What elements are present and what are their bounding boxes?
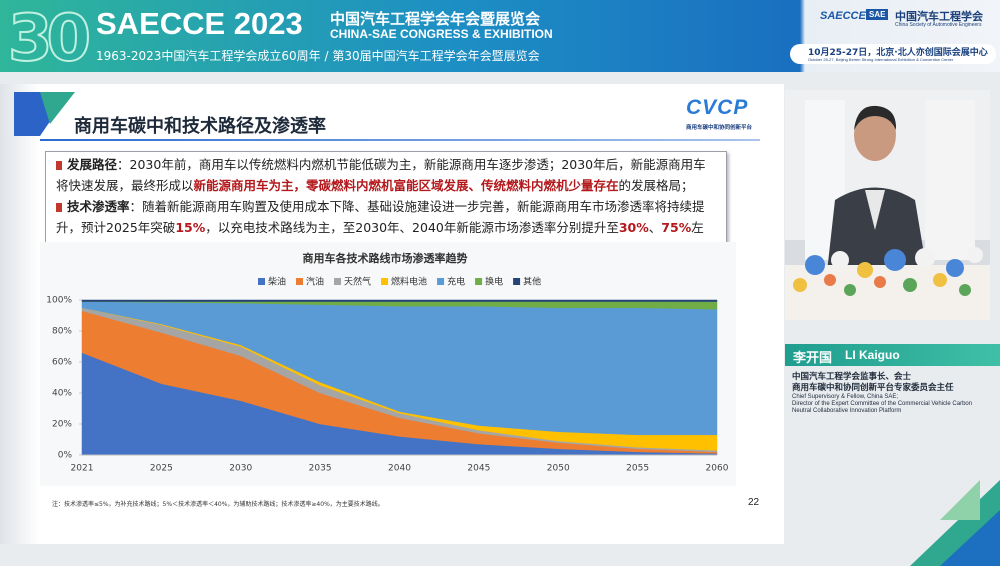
legend-swatch bbox=[513, 278, 521, 285]
bullet-label: 发展路径 bbox=[67, 157, 118, 172]
footnote: 注：技术渗透率≤5%，为补充技术路线；5%＜技术渗透率＜40%，为辅助技术路线；… bbox=[52, 501, 384, 508]
bullet-label: 技术渗透率 bbox=[67, 199, 130, 214]
y-tick-label: 60% bbox=[52, 358, 72, 368]
highlight-text: 75% bbox=[661, 220, 692, 235]
speaker-name-cn: 李开国 bbox=[793, 351, 833, 366]
event-subtitle: 1963-2023中国汽车工程学会成立60周年 / 第30届中国汽车工程学会年会… bbox=[96, 49, 540, 63]
y-tick-label: 80% bbox=[52, 327, 72, 337]
x-tick-label: 2045 bbox=[467, 464, 490, 474]
bullet-text: 、 bbox=[648, 220, 662, 235]
legend-label: 其他 bbox=[523, 276, 541, 288]
bullet-text: 的发展格局； bbox=[618, 178, 694, 193]
legend-label: 换电 bbox=[485, 276, 503, 288]
event-title-en: CHINA-SAE CONGRESS & EXHIBITION bbox=[330, 27, 553, 41]
title-rule bbox=[40, 139, 760, 141]
speaker-title-cn: 中国汽车工程学会监事长、会士 bbox=[792, 372, 912, 382]
bullet-text: ：2030年前，商用车以传统燃料内燃机节能低碳为主，新能源商用车逐步渗透；203… bbox=[56, 157, 706, 193]
x-tick-label: 2035 bbox=[309, 464, 332, 474]
org-name-cn: 中国汽车工程学会 bbox=[895, 10, 983, 23]
event-date-en: October 25-27, Beijing Beiren Strong Int… bbox=[808, 57, 954, 62]
x-tick-label: 2055 bbox=[626, 464, 649, 474]
chart-title: 商用车各技术路线市场渗透率趋势 bbox=[303, 251, 468, 265]
speaker-title-en: Director of the Expert Committee of the … bbox=[792, 401, 973, 407]
corner-decor bbox=[910, 480, 1000, 566]
speaker-title-cn: 商用车碳中和协同创新平台专家委员会主任 bbox=[792, 383, 954, 393]
x-tick-label: 2021 bbox=[71, 464, 94, 474]
org-badge: SAE bbox=[866, 9, 889, 20]
legend-label: 柴油 bbox=[268, 276, 286, 288]
highlight-text: 30% bbox=[618, 220, 649, 235]
bullet-text: ：随着新能源商用车购置及使用成本下降、基础设施建设进一步完善，新能源商用车市场渗… bbox=[56, 199, 705, 235]
event-logo: 30 bbox=[7, 1, 92, 77]
chart: 商用车各技术路线市场渗透率趋势 0% 20% 40% 60% 80% 100% 2021 20… bbox=[46, 251, 729, 474]
platform-logo: CVCP bbox=[686, 96, 749, 119]
legend-label: 天然气 bbox=[344, 276, 371, 288]
x-tick-label: 2060 bbox=[706, 464, 729, 474]
speaker-title-en: Neutral Collaborative Innovation Platfor… bbox=[792, 408, 902, 414]
bullet: 发展路径：2030年前，商用车以传统燃料内燃机节能低碳为主，新能源商用车逐步渗透… bbox=[56, 154, 716, 196]
org-logo: SAECCE bbox=[820, 10, 866, 22]
x-tick-label: 2040 bbox=[388, 464, 411, 474]
y-tick-label: 20% bbox=[52, 420, 72, 430]
x-tick-label: 2030 bbox=[229, 464, 252, 474]
legend-label: 汽油 bbox=[306, 276, 324, 288]
highlight-text: 15% bbox=[175, 220, 206, 235]
event-date: 10月25-27日，北京·北人亦创国际会展中心 bbox=[808, 48, 988, 58]
legend-swatch bbox=[381, 278, 389, 285]
date-pill bbox=[790, 44, 996, 64]
y-tick-label: 0% bbox=[58, 451, 73, 461]
legend-swatch bbox=[475, 278, 483, 285]
speaker-titles: 中国汽车工程学会监事长、会士 商用车碳中和协同创新平台专家委员会主任 Chief S… bbox=[792, 372, 997, 415]
legend-swatch bbox=[296, 278, 304, 285]
legend-swatch bbox=[334, 278, 342, 285]
page-number: 22 bbox=[748, 497, 760, 508]
legend-swatch bbox=[437, 278, 445, 285]
highlight-text: 新能源商用车为主，零碳燃料内燃机富能区域发展、传统燃料内燃机少量存在 bbox=[193, 178, 619, 193]
title-decor bbox=[14, 92, 75, 136]
y-tick-label: 100% bbox=[46, 296, 72, 306]
x-tick-label: 2025 bbox=[150, 464, 173, 474]
speaker-name-en: LI Kaiguo bbox=[845, 348, 900, 362]
legend-label: 充电 bbox=[447, 276, 465, 288]
bullet-text: ，以充电技术路线为主，至2030年、2040年新能源市场渗透率分别提升至 bbox=[205, 220, 619, 235]
org-name-en: China Society of Automotive Engineers bbox=[895, 22, 982, 28]
x-tick-label: 2050 bbox=[547, 464, 570, 474]
legend-label: 燃料电池 bbox=[391, 276, 427, 288]
bullet: 技术渗透率：随着新能源商用车购置及使用成本下降、基础设施建设进一步完善，新能源商… bbox=[56, 196, 716, 259]
platform-caption: 商用车碳中和协同创新平台 bbox=[686, 125, 753, 131]
slide-title: 商用车碳中和技术路径及渗透率 bbox=[74, 116, 326, 137]
speaker-video bbox=[785, 90, 990, 320]
event-title: SAECCE 2023 bbox=[96, 6, 303, 41]
speaker-title-en: Chief Supervisory & Fellow, China SAE; bbox=[792, 394, 899, 400]
legend-swatch bbox=[258, 278, 265, 285]
y-tick-label: 40% bbox=[52, 389, 72, 399]
event-title-cn: 中国汽车工程学会年会暨展览会 bbox=[330, 10, 541, 28]
name-bar bbox=[785, 344, 1000, 366]
area bbox=[81, 299, 718, 302]
